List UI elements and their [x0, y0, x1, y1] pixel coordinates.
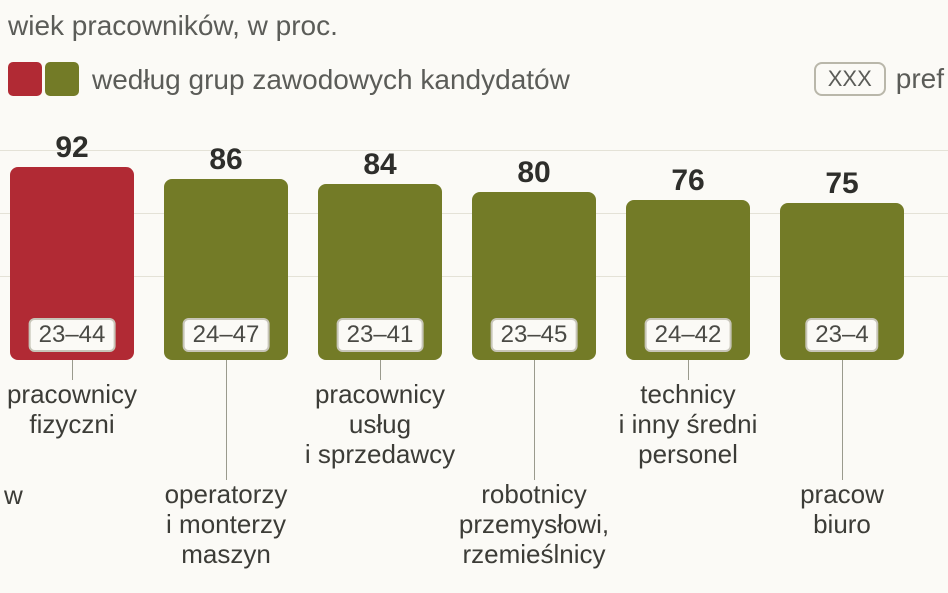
age-range-box: 24–42 [645, 318, 732, 352]
bar-value: 80 [472, 156, 596, 190]
bar: 23–41 [318, 184, 442, 360]
legend-text: według grup zawodowych kandydatów [92, 64, 570, 96]
label-connector [534, 360, 535, 480]
category-label: pracowbiuro [755, 480, 929, 540]
gridline [0, 150, 948, 151]
label-connector [72, 360, 73, 380]
age-range-box: 23–44 [29, 318, 116, 352]
bar-value: 86 [164, 143, 288, 177]
bar: 23–4 [780, 203, 904, 361]
age-range-box: 23–4 [805, 318, 878, 352]
age-range-box: 23–45 [491, 318, 578, 352]
category-label: pracownicyfizyczni [0, 380, 159, 440]
bar-value: 84 [318, 148, 442, 182]
age-range-box: 24–47 [183, 318, 270, 352]
category-label: technicyi inny średnipersonel [601, 380, 775, 470]
bar: 24–47 [164, 179, 288, 360]
label-connector [226, 360, 227, 480]
category-label: operatorzyi monterzymaszyn [139, 480, 313, 570]
left-fragment: w [4, 480, 23, 511]
legend-swatch-2 [45, 62, 79, 96]
category-label: robotnicyprzemysłowi,rzemieślnicy [447, 480, 621, 570]
legend-swatch-1 [8, 62, 42, 96]
chart-area: 23–4492pracownicyfizyczni24–4786operator… [0, 120, 948, 420]
chart-title: wiek pracowników, w proc. [8, 10, 338, 42]
legend: według grup zawodowych kandydatów XXX pr… [8, 62, 948, 102]
legend-right: XXX pref [814, 62, 944, 96]
label-connector [842, 360, 843, 480]
bar-value: 76 [626, 164, 750, 198]
label-connector [380, 360, 381, 380]
bar: 23–44 [10, 167, 134, 360]
bar-value: 75 [780, 167, 904, 201]
legend-pref-box: XXX [814, 62, 886, 96]
bar: 23–45 [472, 192, 596, 360]
bar-value: 92 [10, 131, 134, 165]
chart-root: wiek pracowników, w proc. według grup za… [0, 0, 948, 593]
legend-swatches [8, 62, 79, 96]
category-label: pracownicyusługi sprzedawcy [293, 380, 467, 470]
legend-pref-text: pref [896, 63, 944, 95]
label-connector [688, 360, 689, 380]
bar: 24–42 [626, 200, 750, 360]
age-range-box: 23–41 [337, 318, 424, 352]
